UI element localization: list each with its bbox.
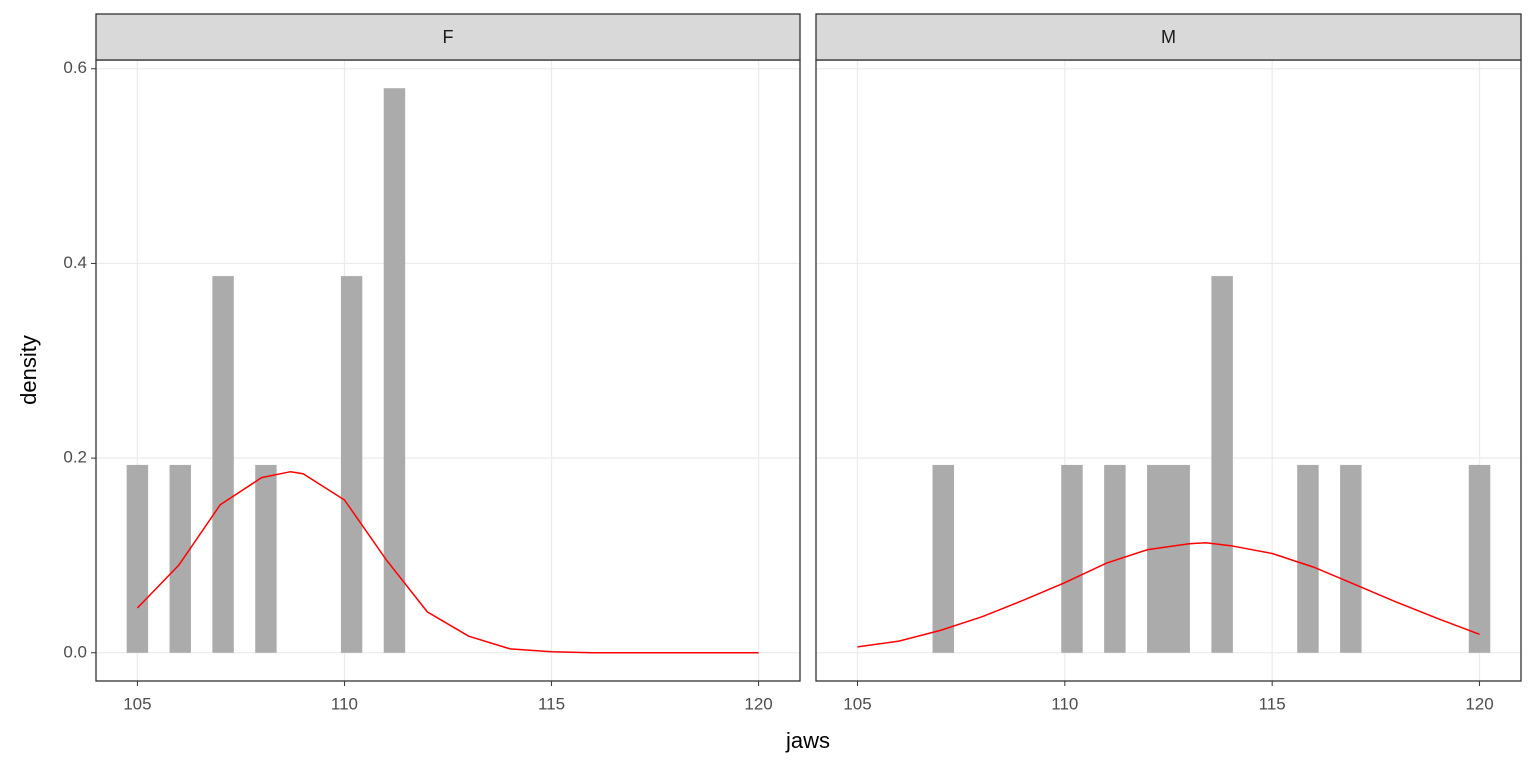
histogram-bar — [1340, 464, 1362, 653]
x-tick-label: 120 — [744, 694, 772, 713]
facet-label: F — [443, 27, 454, 47]
histogram-bar — [932, 464, 955, 653]
histogram-bar — [126, 464, 149, 653]
x-tick-label: 105 — [123, 694, 151, 713]
histogram-bar — [169, 464, 191, 653]
x-tick-label: 115 — [538, 694, 565, 713]
x-tick-label: 110 — [1051, 694, 1078, 713]
histogram-bar — [1104, 464, 1126, 653]
y-tick-label: 0.2 — [63, 448, 87, 467]
histogram-bar — [1468, 464, 1491, 653]
y-axis-title: density — [16, 335, 41, 405]
histogram-bar — [255, 464, 277, 653]
histogram-bar — [1061, 464, 1083, 653]
y-tick-label: 0.4 — [63, 253, 87, 272]
histogram-bar — [1297, 464, 1319, 653]
histogram-bar — [212, 276, 234, 653]
facet-strip — [95, 13, 801, 61]
x-tick-label: 115 — [1259, 694, 1286, 713]
facet-label: M — [1161, 27, 1176, 47]
density-line — [857, 542, 1480, 648]
x-tick-label: 120 — [1465, 694, 1493, 713]
density-line — [136, 470, 759, 654]
y-tick-label: 0.6 — [63, 58, 87, 77]
x-tick-label: 110 — [331, 694, 358, 713]
histogram-bar — [340, 276, 363, 653]
histogram-bar — [383, 88, 406, 653]
x-axis-title: jaws — [785, 728, 830, 753]
y-tick-label: 0.0 — [63, 642, 87, 661]
histogram-bar — [1147, 464, 1169, 653]
histogram-bar — [1211, 276, 1233, 653]
x-tick-label: 105 — [843, 694, 871, 713]
panel-background — [96, 60, 800, 681]
facet-strip — [815, 13, 1522, 61]
histogram-bar — [1168, 464, 1190, 653]
